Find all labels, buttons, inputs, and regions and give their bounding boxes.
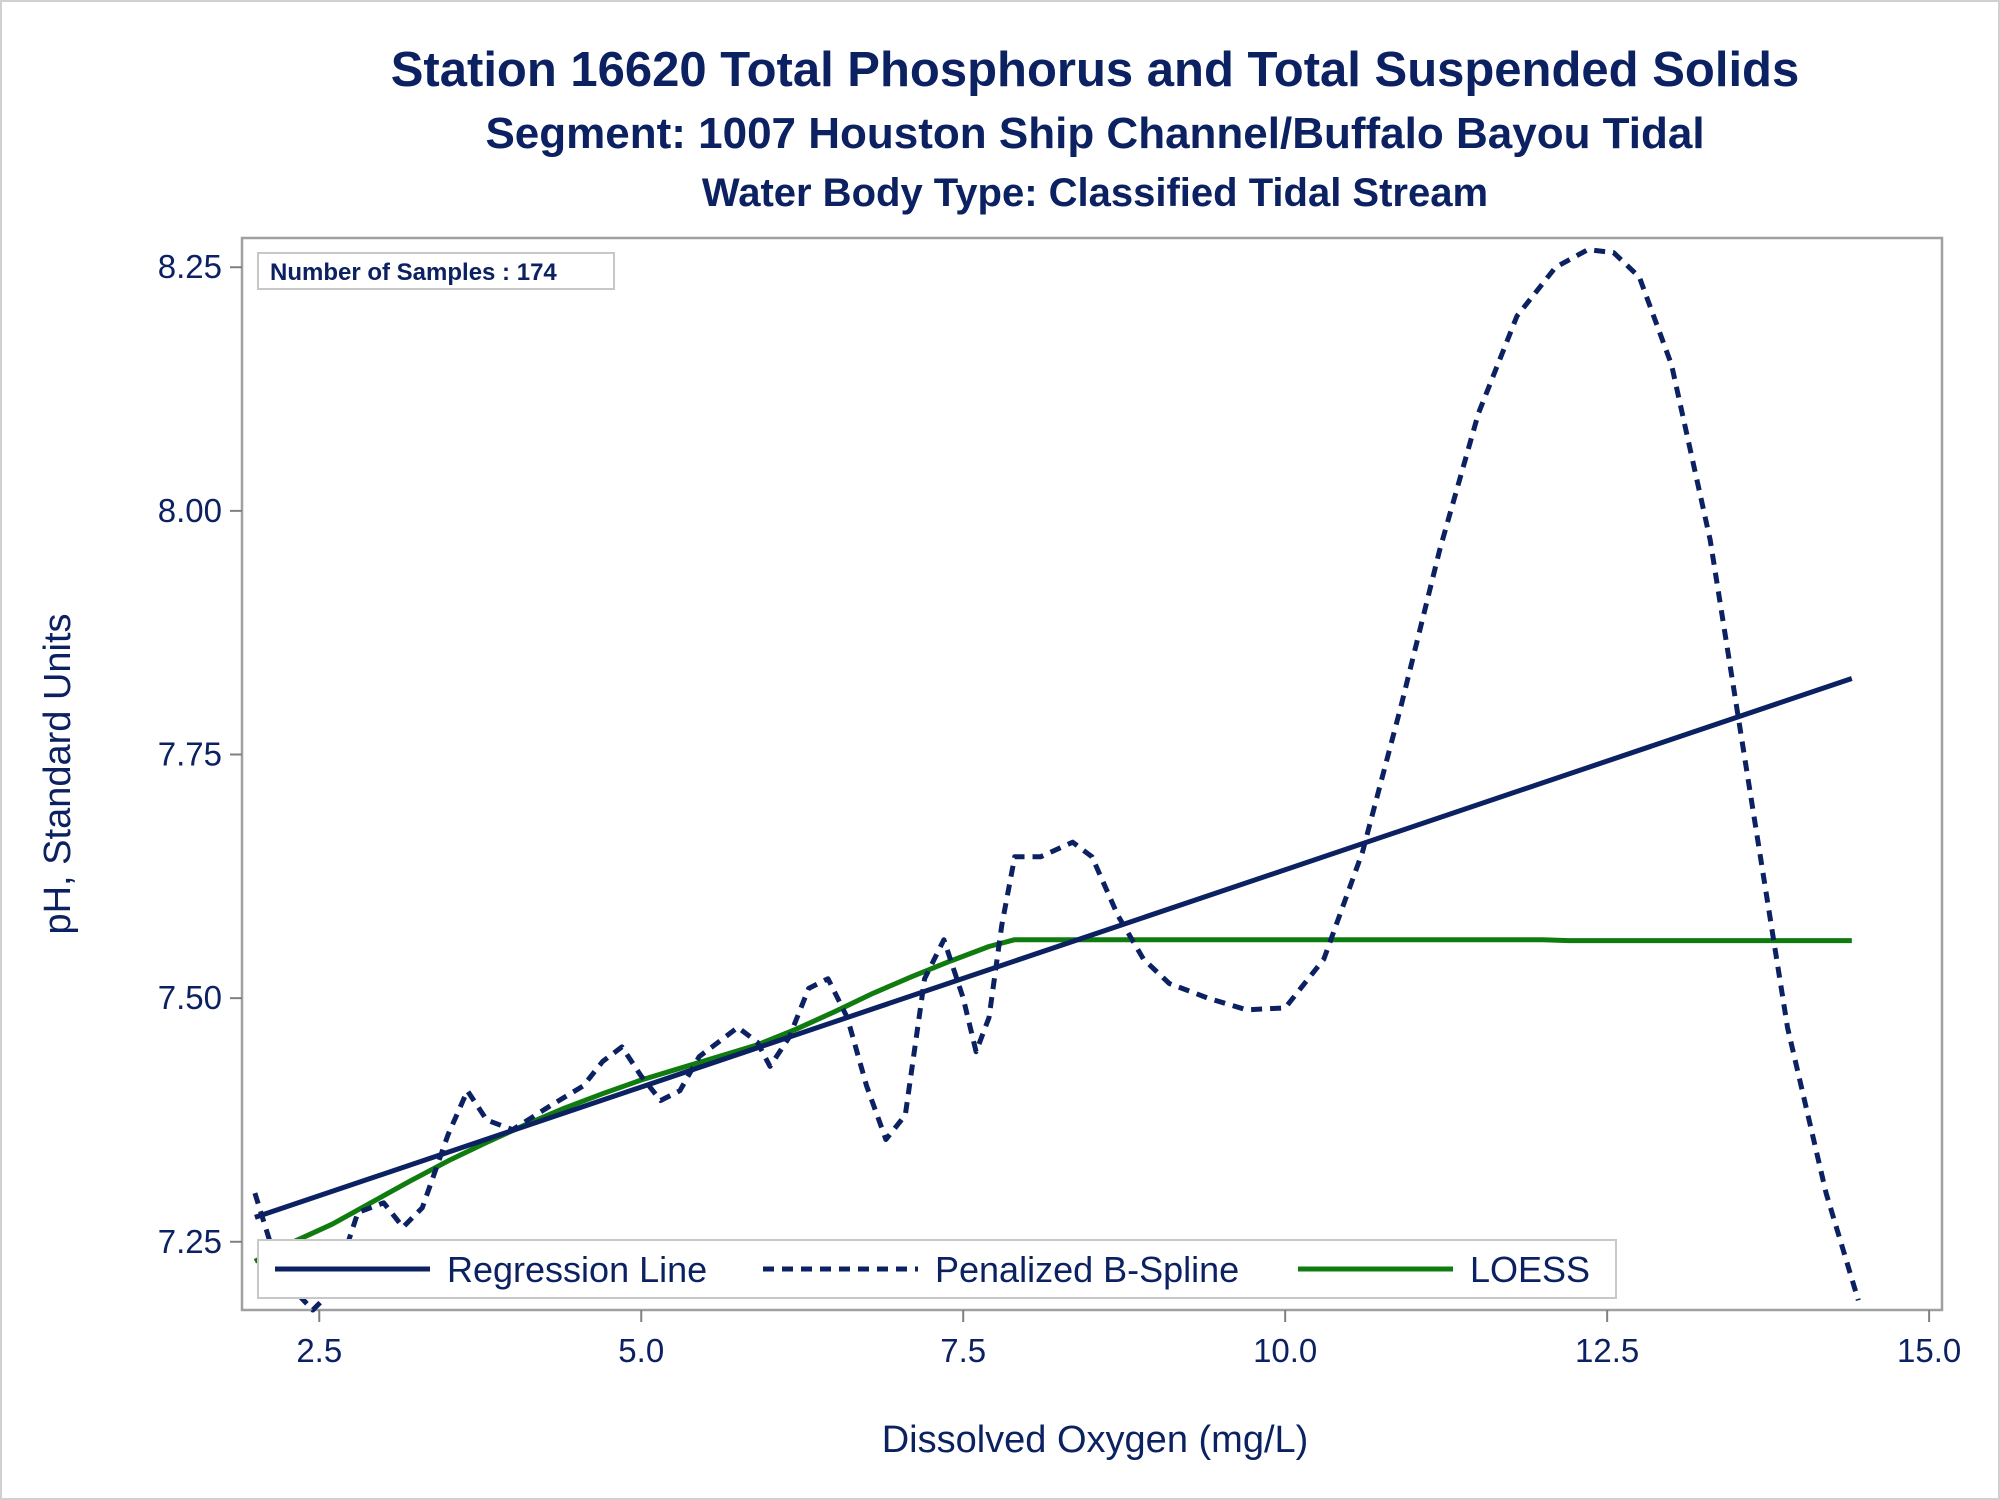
y-tick-label: 8.00 [158,492,222,529]
x-tick-label: 15.0 [1897,1332,1961,1369]
x-tick-label: 12.5 [1575,1332,1639,1369]
regression-line-line [254,676,1853,1220]
series-layer [252,247,1861,1313]
x-tick-label: 7.5 [940,1332,986,1369]
y-axis: 7.25 7.50 7.75 8.00 8.25 [158,248,242,1260]
x-tick-label: 10.0 [1253,1332,1317,1369]
x-tick-label: 2.5 [296,1332,342,1369]
y-tick-label: 8.25 [158,248,222,285]
sample-count-box [257,252,615,290]
y-tick-label: 7.75 [158,736,222,773]
x-axis-label: Dissolved Oxygen (mg/L) [882,1419,1309,1461]
regression-line-legend-label: Regression Line [447,1249,707,1290]
legend: Regression Line Penalized B-Spline LOESS [275,1249,1590,1290]
loess-legend-label: LOESS [1470,1249,1590,1290]
y-tick-label: 7.25 [158,1223,222,1260]
legend-box [257,1239,1617,1299]
y-axis-label: pH, Standard Units [37,613,79,934]
loess-line [253,937,1852,1264]
plot-area [240,236,1944,1312]
chart-title: Station 16620 Total Phosphorus and Total… [391,43,1800,97]
y-tick-label: 7.50 [158,979,222,1016]
sample-count-label: Number of Samples : 174 [270,259,557,286]
penalized-b-spline-line [252,247,1861,1313]
x-axis: 2.5 5.0 7.5 10.0 12.5 15.0 [296,1310,1961,1369]
x-tick-label: 5.0 [618,1332,664,1369]
penalized-b-spline-legend-label: Penalized B-Spline [935,1249,1239,1290]
chart-subtitle-2: Water Body Type: Classified Tidal Stream [702,171,1488,215]
chart-subtitle: Segment: 1007 Houston Ship Channel/Buffa… [485,109,1704,158]
